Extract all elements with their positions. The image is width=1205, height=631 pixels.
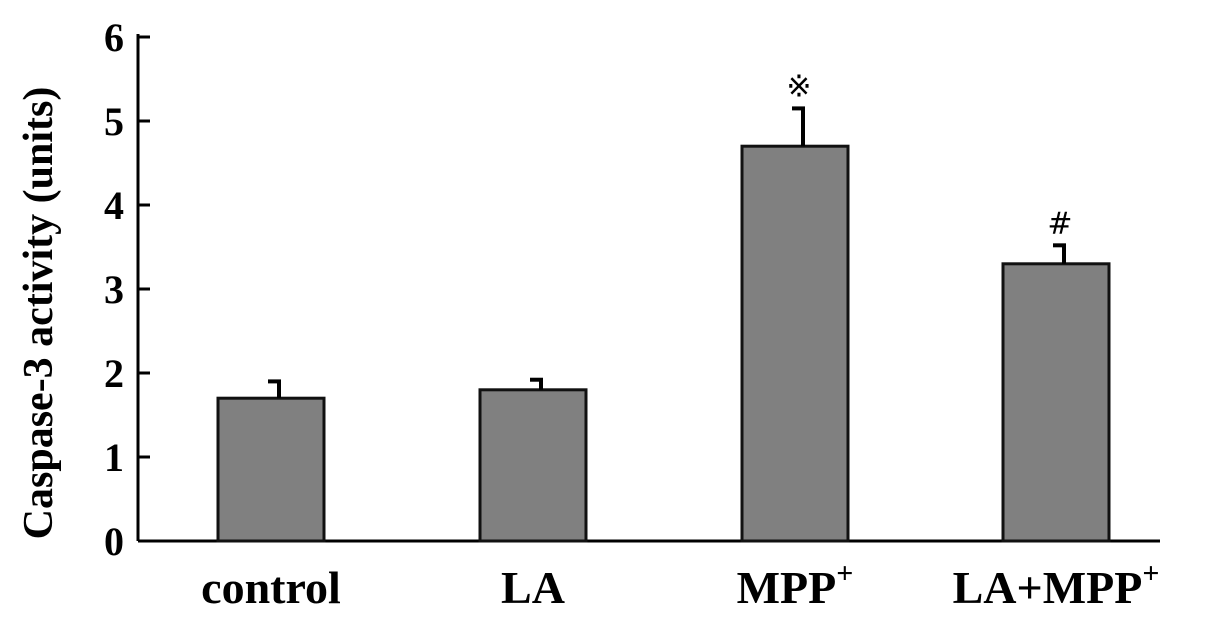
x-category-label: LA+MPP+ xyxy=(953,557,1160,613)
y-tick-label: 2 xyxy=(104,351,124,396)
x-category-label: control xyxy=(201,562,341,613)
significance-marker: # xyxy=(1047,206,1072,241)
y-ticks: 0 1 2 3 4 5 6 xyxy=(104,15,150,564)
bar xyxy=(1001,262,1111,543)
y-tick-label: 6 xyxy=(104,15,124,60)
bars: ※# xyxy=(216,69,1111,543)
x-category-label: LA xyxy=(501,562,565,613)
y-tick-label: 0 xyxy=(104,519,124,564)
bar xyxy=(216,396,326,543)
y-axis-label: Caspase-3 activity (units) xyxy=(16,87,62,540)
bar xyxy=(478,388,588,543)
significance-marker: ※ xyxy=(786,69,811,104)
y-tick-label: 3 xyxy=(104,267,124,312)
x-category-label: MPP+ xyxy=(737,557,854,613)
y-tick-label: 1 xyxy=(104,435,124,480)
y-tick-label: 5 xyxy=(104,99,124,144)
y-tick-label: 4 xyxy=(104,183,124,228)
bar xyxy=(740,144,850,543)
x-categories: control LA MPP+ LA+MPP+ xyxy=(201,557,1159,613)
